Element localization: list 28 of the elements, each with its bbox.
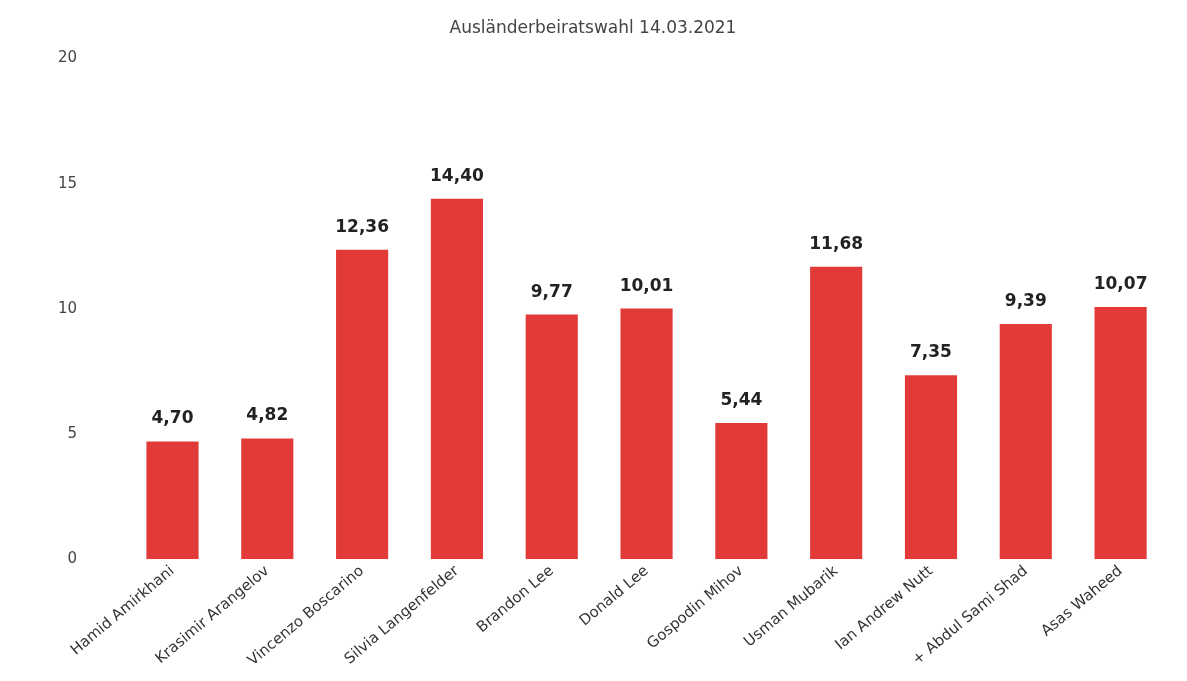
y-tick-label: 20 — [57, 48, 78, 67]
data-label: 9,39 — [1004, 290, 1047, 311]
data-label: 4,70 — [151, 407, 194, 428]
bar — [810, 266, 863, 560]
data-label: 14,40 — [430, 164, 484, 185]
data-label: 10,01 — [619, 274, 674, 295]
bar — [999, 324, 1052, 560]
bar — [904, 375, 958, 560]
chart-title: Ausländerbeiratswahl 14.03.2021 — [449, 16, 737, 37]
data-label: 7,35 — [910, 341, 952, 362]
y-tick-label: 15 — [57, 173, 78, 192]
data-label: 4,82 — [246, 404, 289, 425]
bar — [430, 198, 483, 560]
bar — [620, 308, 673, 560]
data-label: 12,36 — [335, 215, 389, 236]
bar — [336, 249, 389, 560]
y-tick-label: 5 — [67, 423, 78, 442]
bar — [525, 314, 578, 560]
data-label: 5,44 — [720, 388, 763, 409]
bar — [241, 438, 294, 560]
data-label: 10,07 — [1093, 273, 1148, 293]
y-tick-label: 10 — [57, 298, 78, 317]
y-tick-label: 0 — [67, 549, 78, 568]
bar — [1094, 307, 1147, 560]
bar — [146, 441, 199, 560]
bar — [715, 423, 768, 560]
data-label: 9,77 — [530, 280, 573, 301]
data-label: 11,68 — [809, 232, 864, 253]
